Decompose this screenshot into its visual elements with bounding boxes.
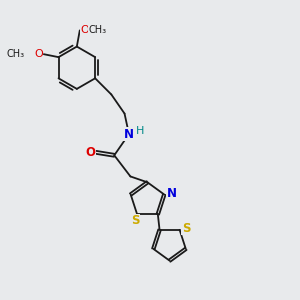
Text: N: N bbox=[167, 187, 177, 200]
Text: N: N bbox=[124, 128, 134, 141]
Text: S: S bbox=[131, 214, 140, 227]
Text: O: O bbox=[81, 26, 89, 35]
Text: O: O bbox=[34, 49, 43, 59]
Text: CH₃: CH₃ bbox=[7, 49, 25, 59]
Text: H: H bbox=[136, 126, 144, 136]
Text: O: O bbox=[85, 146, 95, 159]
Text: CH₃: CH₃ bbox=[89, 26, 107, 35]
Text: S: S bbox=[182, 222, 190, 235]
